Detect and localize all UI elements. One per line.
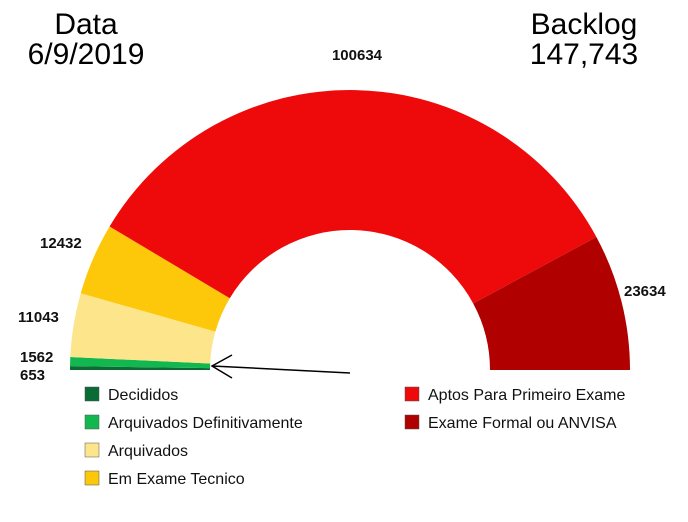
annotation-arrow [212,366,350,373]
legend-entry-3: Em Exame Tecnico [108,471,245,488]
legend-entry-4: Aptos Para Primeiro Exame [428,387,626,404]
data-label-3: 12432 [40,235,82,252]
legend-entry-2: Arquivados [108,443,188,460]
half-donut-chart: 6531562 11043 12432 100634 23634 Decididos Arq… [0,0,688,522]
legend-swatch-5 [405,415,419,429]
legend-swatch-1 [85,415,99,429]
data-label-2: 11043 [18,309,59,326]
chart-container: Data 6/9/2019 Backlog 147,743 6531562110… [0,0,688,522]
data-label-0: 653 [20,367,45,384]
data-label-1: 1562 [20,349,53,366]
legend-entry-0: Decididos [108,387,178,404]
data-label-4: 100634 [332,47,383,64]
legend-swatch-2 [85,443,99,457]
data-label-5: 23634 [624,283,666,300]
legend-swatch-3 [85,471,99,485]
legend-swatch-4 [405,387,419,401]
legend-swatch-0 [85,387,99,401]
legend-entry-5: Exame Formal ou ANVISA [428,415,617,432]
legend-entry-1: Arquivados Definitivamente [108,415,303,432]
